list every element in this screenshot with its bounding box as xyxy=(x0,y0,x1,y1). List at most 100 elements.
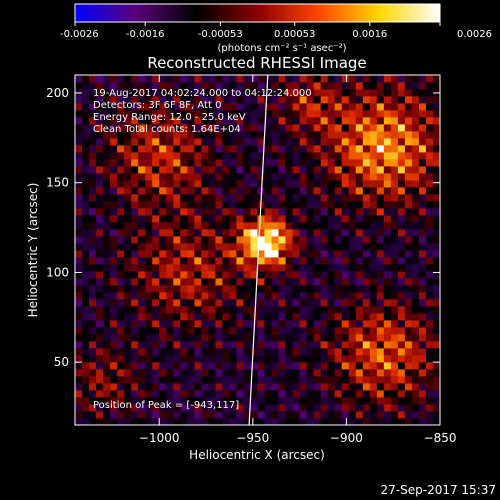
heatmap-cell xyxy=(117,166,125,174)
heatmap-cell xyxy=(180,292,188,300)
heatmap-cell xyxy=(383,383,392,391)
heatmap-cell xyxy=(390,124,399,132)
heatmap-cell xyxy=(152,327,160,335)
heatmap-cell xyxy=(257,215,265,223)
heatmap-cell xyxy=(306,369,315,377)
heatmap-cell xyxy=(145,75,153,83)
heatmap-cell xyxy=(383,110,392,118)
heatmap-cell xyxy=(110,138,118,146)
heatmap-cell xyxy=(425,96,434,104)
heatmap-cell xyxy=(229,194,237,202)
heatmap-cell xyxy=(376,243,385,251)
heatmap-cell xyxy=(264,418,272,426)
heatmap-cell xyxy=(306,306,315,314)
heatmap-cell xyxy=(215,341,223,349)
heatmap-cell xyxy=(383,187,392,195)
heatmap-cell xyxy=(313,250,322,258)
heatmap-cell xyxy=(201,404,209,412)
heatmap-cell xyxy=(390,117,399,125)
heatmap-cell xyxy=(75,82,83,90)
heatmap-cell xyxy=(432,110,441,118)
heatmap-cell xyxy=(285,138,293,146)
heatmap-cell xyxy=(194,89,202,97)
heatmap-cell xyxy=(278,110,286,118)
heatmap-cell xyxy=(348,362,357,370)
heatmap-cell xyxy=(425,103,434,111)
heatmap-cell xyxy=(145,194,153,202)
heatmap-cell xyxy=(341,152,350,160)
heatmap-cell xyxy=(257,152,265,160)
heatmap-cell xyxy=(411,306,420,314)
solar-limb xyxy=(248,74,269,426)
heatmap-cell xyxy=(138,376,146,384)
heatmap-cell xyxy=(299,257,308,265)
heatmap-cell xyxy=(138,257,146,265)
heatmap-cell xyxy=(152,257,160,265)
heatmap-cell xyxy=(75,215,83,223)
heatmap-cell xyxy=(285,383,293,391)
heatmap-cell xyxy=(362,159,371,167)
heatmap-cell xyxy=(117,334,125,342)
heatmap-cell xyxy=(432,411,441,419)
chart-title: Reconstructed RHESSI Image xyxy=(147,54,366,72)
heatmap-cell xyxy=(89,334,97,342)
heatmap-cell xyxy=(187,229,195,237)
heatmap-cell xyxy=(418,397,427,405)
heatmap-cell xyxy=(187,145,195,153)
heatmap-cell xyxy=(369,250,378,258)
heatmap-cell xyxy=(257,306,265,314)
heatmap-cell xyxy=(131,215,139,223)
heatmap-cell xyxy=(313,327,322,335)
heatmap-cell xyxy=(131,362,139,370)
heatmap-cell xyxy=(425,229,434,237)
heatmap-cell xyxy=(215,383,223,391)
heatmap-cell xyxy=(201,369,209,377)
heatmap-cell xyxy=(369,411,378,419)
heatmap-cell xyxy=(222,348,230,356)
heatmap-cell xyxy=(103,75,111,83)
heatmap-cell xyxy=(411,243,420,251)
heatmap-cell xyxy=(383,131,392,139)
heatmap-cell xyxy=(75,271,83,279)
heatmap-cell xyxy=(124,390,132,398)
heatmap-cell xyxy=(320,103,329,111)
heatmap-cell xyxy=(418,187,427,195)
heatmap-cell xyxy=(348,313,357,321)
heatmap-cell xyxy=(138,82,146,90)
heatmap-cell xyxy=(369,152,378,160)
heatmap-cell xyxy=(215,327,223,335)
heatmap-cell xyxy=(355,208,364,216)
heatmap-cell xyxy=(348,404,357,412)
heatmap-cell xyxy=(243,173,251,181)
heatmap-cell xyxy=(215,229,223,237)
heatmap-cell xyxy=(418,278,427,286)
heatmap-cell xyxy=(397,320,406,328)
heatmap-cell xyxy=(299,341,308,349)
heatmap-cell xyxy=(390,257,399,265)
heatmap-cell xyxy=(306,271,315,279)
heatmap-cell xyxy=(390,75,399,83)
heatmap-cell xyxy=(278,376,286,384)
heatmap-cell xyxy=(117,320,125,328)
heatmap-cell xyxy=(82,271,90,279)
heatmap-cell xyxy=(138,334,146,342)
heatmap-cell xyxy=(271,285,279,293)
heatmap-cell xyxy=(418,306,427,314)
heatmap-cell xyxy=(173,362,181,370)
heatmap-cell xyxy=(222,418,230,426)
heatmap-cell xyxy=(271,243,279,251)
heatmap-cell xyxy=(271,96,279,104)
heatmap-cell xyxy=(285,152,293,160)
heatmap-cell xyxy=(89,411,97,419)
heatmap-cell xyxy=(152,306,160,314)
heatmap-cell xyxy=(313,271,322,279)
heatmap-cell xyxy=(376,131,385,139)
heatmap-cell xyxy=(355,369,364,377)
heatmap-cell xyxy=(425,194,434,202)
heatmap-cell xyxy=(271,173,279,181)
heatmap-cell xyxy=(285,278,293,286)
heatmap-cell xyxy=(264,208,272,216)
heatmap-cell xyxy=(299,124,308,132)
heatmap-cell xyxy=(376,96,385,104)
heatmap-cell xyxy=(257,341,265,349)
